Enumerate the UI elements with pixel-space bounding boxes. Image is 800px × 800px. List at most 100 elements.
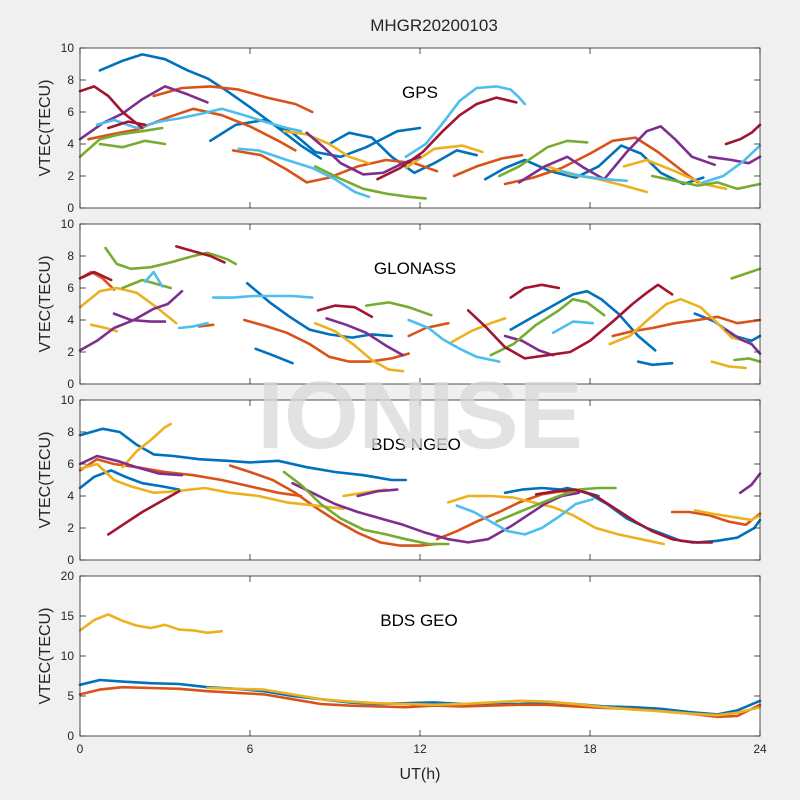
series-line-30 [724,123,762,146]
y-tick-label: 4 [67,489,74,503]
series-line-25 [404,85,527,159]
y-tick-label: 0 [67,377,74,391]
y-tick-label: 6 [67,105,74,119]
series-line-22 [104,246,238,271]
y-axis-label: VTEC(TECU) [37,432,54,529]
series-line-28 [177,321,209,330]
series-line-15 [608,297,748,346]
series-line-29 [211,294,314,299]
watermark: IONISE [257,362,582,469]
series-group [78,245,762,373]
y-tick-label: 10 [61,217,75,231]
y-axis-label: VTEC(TECU) [37,80,54,177]
series-line-11 [78,286,178,325]
panel-label: GPS [402,83,438,102]
series-line-14 [78,454,184,477]
y-tick-label: 2 [67,345,74,359]
panel-label: BDS GEO [380,611,457,630]
series-line-6 [228,464,439,547]
series-line-21 [498,139,589,178]
series-line-28 [78,85,144,130]
series-line-10 [282,129,371,165]
x-tick-label: 12 [413,742,427,756]
series-line-5 [87,107,297,152]
series-line-5 [78,457,303,498]
y-tick-label: 10 [61,41,75,55]
series-group [78,422,762,547]
y-tick-label: 0 [67,729,74,743]
series-line-2 [78,469,181,491]
y-axis-label: VTEC(TECU) [37,608,54,705]
series-line-9 [452,153,524,178]
series-line-32 [551,320,595,335]
series-line-18 [112,312,167,323]
panel-glonass: 0 2 4 6 8 10 VTEC(TECU) GLONASS [37,217,762,391]
panel-gps: 0 2 4 6 8 10 VTEC(TECU) GPS [37,41,762,215]
series-line-25 [489,297,606,357]
x-tick-label: 24 [753,742,767,756]
series-line-12 [447,494,665,546]
series-line-36 [466,283,674,360]
panel-label: BDS NGEO [371,435,461,454]
series-line-24 [364,301,433,317]
series-line-8 [503,136,699,186]
series-line-7 [243,318,410,363]
y-tick-label: 5 [67,689,74,703]
series-line-21 [107,489,181,536]
series-line-13 [693,509,762,522]
series-line-35 [316,304,374,319]
series-line-15 [291,481,580,544]
panel-bds-geo: 0 5 10 15 20 0 6 12 18 24 VTEC(TECU) BDS GEO [37,569,767,756]
y-tick-label: 10 [61,393,75,407]
figure-title: MHGR20200103 [370,16,498,35]
series-line-19 [325,317,405,357]
y-tick-label: 6 [67,281,74,295]
series-line-4 [206,686,762,717]
series-line-16 [710,360,748,370]
series-line-18 [78,126,164,159]
series-line-17 [738,472,762,495]
series-line-22 [651,174,762,191]
series-line-20 [313,165,427,200]
series-line-8 [670,510,762,527]
y-tick-label: 6 [67,457,74,471]
y-tick-label: 8 [67,425,74,439]
series-line-31 [407,318,501,363]
y-axis-label: VTEC(TECU) [37,256,54,353]
y-tick-label: 0 [67,201,74,215]
series-line-30 [143,270,164,288]
series-line-21 [724,328,762,355]
series-line-1 [78,427,408,482]
series-line-22 [534,488,714,544]
y-tick-label: 20 [61,569,75,583]
series-line-20 [503,334,555,357]
x-axis-label: UT(h) [400,766,441,783]
panel-bds-ngeo: 0 2 4 6 8 10 VTEC(TECU) BDS NGEO [37,393,762,567]
y-tick-label: 10 [61,649,75,663]
series-line-19 [98,139,167,149]
series-line-23 [121,278,172,290]
series-line-16 [356,488,399,498]
series-line-4 [636,360,674,367]
y-tick-label: 2 [67,521,74,535]
y-tick-label: 4 [67,313,74,327]
series-line-29 [376,96,518,181]
series-line-31 [107,120,147,130]
series-line-20 [455,497,595,536]
series-line-27 [702,144,762,184]
y-tick-label: 2 [67,169,74,183]
series-line-18 [282,470,450,546]
series-line-4 [483,144,705,186]
series-line-17 [707,155,762,165]
series-line-24 [237,147,371,199]
series-line-1 [98,53,323,160]
series-line-37 [509,283,561,299]
series-line-9 [78,462,345,511]
panel-label: GLONASS [374,259,456,278]
series-line-27 [733,357,762,363]
y-tick-label: 8 [67,73,74,87]
x-tick-label: 6 [247,742,254,756]
x-tick-label: 0 [77,742,84,756]
